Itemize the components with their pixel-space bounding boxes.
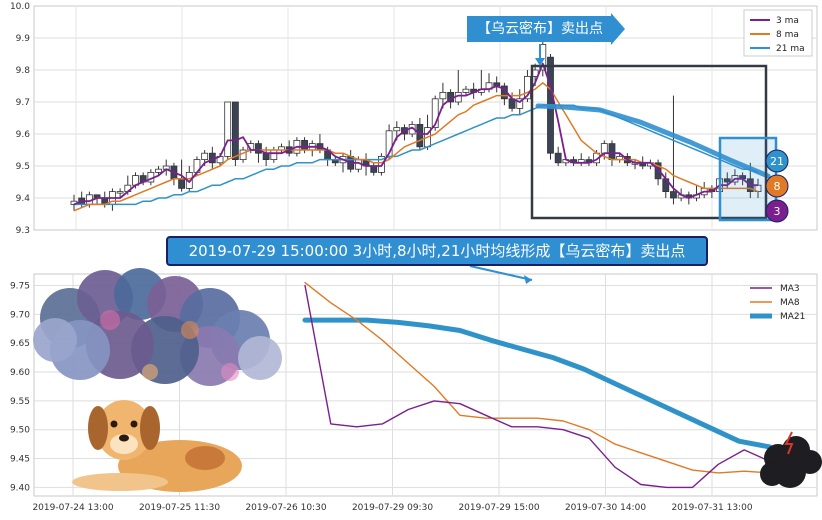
ma-badge-label: 3	[774, 205, 781, 218]
ma-badge-label: 8	[774, 180, 781, 193]
dog-ear	[140, 406, 160, 450]
candle	[201, 152, 209, 160]
y-tick-label: 9.3	[16, 226, 30, 236]
candle	[224, 101, 232, 157]
dog-eye	[110, 420, 118, 428]
cloud-puff	[33, 318, 77, 362]
y-tick-label: 9.6	[16, 130, 31, 140]
legend-label: MA21	[780, 312, 805, 322]
candle	[116, 191, 124, 194]
signal-arrowhead	[535, 58, 545, 66]
candle	[231, 101, 239, 160]
dog-icon	[72, 400, 242, 492]
y-tick-label: 9.55	[10, 397, 30, 407]
dog-nose	[119, 434, 129, 442]
candle	[255, 143, 262, 154]
candle	[301, 139, 308, 151]
candle	[516, 98, 524, 109]
x-tick-label: 2019-07-24 13:00	[32, 503, 113, 513]
ma8-line	[304, 281, 771, 474]
candle	[416, 124, 424, 148]
ma3-line	[73, 62, 758, 206]
x-tick-label: 2019-07-30 14:00	[565, 503, 646, 513]
ma3-line	[304, 284, 771, 489]
y-tick-label: 9.4	[16, 194, 31, 204]
legend-label: MA8	[780, 298, 800, 308]
cloud-highlight	[142, 364, 158, 380]
thunder-cloud-icon	[760, 431, 822, 488]
y-tick-label: 10.0	[10, 2, 30, 12]
x-tick-label: 2019-07-26 10:30	[245, 503, 326, 513]
y-tick-label: 9.45	[10, 455, 30, 465]
candle	[654, 162, 662, 180]
cloud-puff	[238, 336, 282, 380]
dog-spot	[185, 446, 225, 470]
candle	[524, 76, 531, 100]
dog-head	[96, 400, 152, 460]
y-tick-label: 9.60	[10, 368, 30, 378]
storm-cloud-icon	[33, 268, 282, 386]
candle	[462, 88, 470, 93]
x-tick-label: 2019-07-29 09:30	[352, 503, 433, 513]
ma21-line	[302, 317, 773, 450]
ma21-trend-highlight	[535, 103, 771, 179]
candle	[670, 191, 677, 199]
pattern-banner: 2019-07-29 15:00:00 3小时,8小时,21小时均线形成【乌云密…	[166, 236, 708, 266]
y-tick-label: 9.7	[16, 98, 30, 108]
banner-pointer-head	[524, 275, 532, 284]
top-candlestick-chart: 9.3 9.4 9.5 9.6 9.7 9.8 9.9 10.0 3 ma 8 ma 21 ma 21…	[10, 2, 818, 236]
legend-label: 21 ma	[776, 44, 805, 54]
cloud-highlight	[181, 321, 199, 339]
sell-signal-label: 【乌云密布】卖出点	[467, 13, 625, 45]
x-tick-label: 2019-07-29 15:00	[458, 503, 539, 513]
y-tick-label: 9.9	[16, 34, 31, 44]
y-tick-label: 9.8	[16, 66, 31, 76]
y-tick-label: 9.75	[10, 282, 30, 292]
dog-eye	[130, 420, 138, 428]
y-tick-label: 9.65	[10, 339, 30, 349]
plot-area	[33, 5, 818, 231]
candle	[270, 149, 278, 161]
legend-label: 3 ma	[776, 16, 799, 26]
cloud-highlight	[221, 363, 239, 381]
y-tick-label: 9.5	[16, 162, 30, 172]
x-tick-label: 2019-07-25 11:30	[139, 503, 220, 513]
candle	[554, 152, 562, 164]
x-tick-label: 2019-07-31 13:00	[671, 503, 752, 513]
candle	[723, 178, 731, 183]
banner-pointer	[469, 265, 533, 281]
candle	[262, 152, 270, 160]
candle	[178, 178, 185, 189]
ma-badge-label: 21	[770, 155, 784, 168]
dog-ear	[88, 406, 108, 450]
y-tick-label: 9.70	[10, 310, 30, 320]
candle	[155, 168, 162, 173]
decorations	[33, 265, 822, 492]
lightning-icon	[784, 431, 794, 455]
ma-badge	[765, 149, 789, 173]
ma-badge	[765, 174, 789, 198]
y-tick-label: 9.50	[10, 426, 30, 436]
candle	[431, 98, 439, 129]
dog-muzzle	[110, 434, 138, 454]
pattern-box	[530, 64, 768, 220]
dog-paws	[72, 473, 168, 491]
cloud-puff	[760, 462, 784, 486]
candle	[439, 92, 447, 100]
legend-label: MA3	[780, 284, 800, 294]
candle	[393, 127, 401, 132]
candle	[608, 143, 616, 161]
legend-label: 8 ma	[776, 30, 799, 40]
ma-badge	[765, 199, 789, 223]
cloud-highlight	[100, 310, 120, 330]
candle	[600, 143, 608, 154]
candle	[370, 165, 378, 173]
y-tick-label: 9.40	[10, 483, 30, 493]
ma21-line	[74, 104, 759, 206]
